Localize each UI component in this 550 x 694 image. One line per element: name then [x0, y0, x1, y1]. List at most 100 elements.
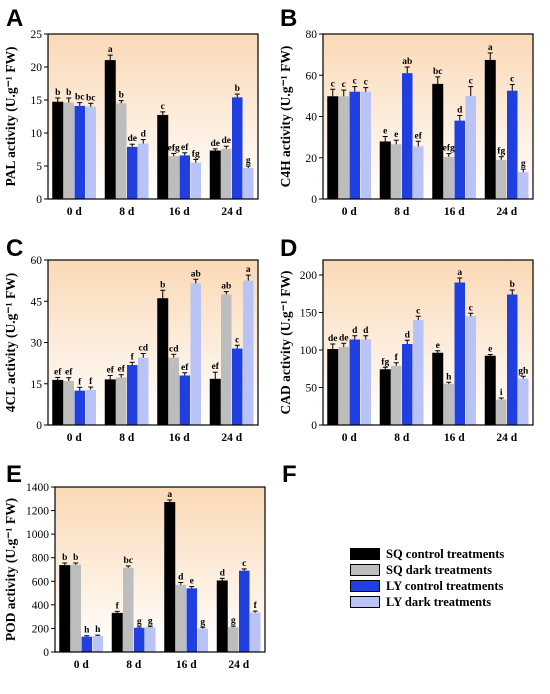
y-axis-label: POD activity (U.g⁻¹ FW)	[3, 498, 18, 641]
plot-frame	[54, 486, 266, 653]
significance-label: ef	[54, 367, 62, 377]
bar	[484, 355, 496, 426]
y-tick-label: 0	[43, 647, 49, 659]
x-tick-label: 8 d	[394, 206, 410, 218]
significance-label: b	[66, 88, 71, 98]
bar	[465, 95, 476, 199]
bar	[127, 365, 138, 425]
bar	[391, 365, 402, 425]
bar	[74, 390, 85, 425]
significance-label: ef	[107, 366, 115, 376]
y-tick-label: 30	[31, 338, 43, 350]
y-tick-label: 20	[31, 62, 43, 74]
bar	[443, 156, 454, 199]
significance-label: d	[141, 130, 147, 140]
significance-label: gh	[518, 366, 529, 376]
bar	[197, 628, 208, 652]
bar	[104, 60, 116, 200]
bar	[164, 502, 176, 653]
significance-label: h	[84, 626, 90, 636]
x-tick-label: 16 d	[169, 432, 190, 444]
legend-item-sq-dark: SQ dark treatments	[350, 562, 540, 578]
significance-label: cd	[139, 344, 149, 354]
significance-label: fg	[381, 357, 389, 367]
bar	[179, 155, 190, 199]
significance-label: e	[383, 127, 387, 137]
bar	[232, 97, 243, 199]
significance-label: fg	[497, 147, 505, 157]
significance-label: ab	[402, 57, 412, 67]
plot-frame	[47, 33, 259, 200]
significance-label: h	[446, 372, 452, 382]
bar	[175, 584, 186, 652]
significance-label: d	[352, 326, 358, 336]
significance-label: a	[246, 265, 251, 275]
legend-label: LY control treatments	[386, 578, 504, 593]
significance-label: e	[488, 345, 492, 355]
bar	[186, 588, 197, 652]
legend-swatch-sq-dark	[350, 564, 380, 576]
x-tick-label: 0 d	[342, 206, 358, 218]
significance-label: f	[78, 377, 82, 387]
significance-label: b	[73, 553, 78, 563]
y-tick-label: 60	[306, 70, 318, 82]
significance-label: fg	[192, 149, 200, 159]
bar	[443, 383, 454, 425]
bar	[507, 90, 518, 199]
legend-label: LY dark treatments	[386, 594, 492, 609]
significance-label: ef	[415, 131, 423, 141]
x-tick-label: 8 d	[119, 432, 135, 444]
y-tick-label: 80	[306, 29, 318, 41]
significance-label: e	[394, 130, 398, 140]
significance-label: bc	[124, 556, 134, 566]
y-tick-label: 200	[300, 270, 318, 282]
x-tick-label: 16 d	[176, 659, 197, 671]
bar	[52, 379, 64, 426]
bar	[507, 294, 518, 425]
significance-label: c	[364, 78, 368, 88]
y-tick-label: 5	[36, 161, 42, 173]
bar	[92, 636, 103, 652]
bar	[518, 378, 529, 425]
bar	[63, 381, 74, 425]
bar	[338, 347, 349, 425]
y-tick-label: 40	[306, 112, 318, 124]
bar	[391, 144, 402, 199]
legend-item-sq-control: SQ control treatments	[350, 546, 540, 562]
bar	[239, 570, 250, 652]
bar	[116, 103, 127, 199]
chart-panel-e: E 0 200 400 600 800 1000 1200 1400 POD activity (…	[3, 461, 266, 671]
x-tick-label: 8 d	[119, 206, 135, 218]
y-axis-label: C4H activity (U.g⁻¹ FW)	[278, 46, 293, 188]
x-tick-label: 24 d	[496, 206, 517, 218]
bar	[157, 298, 169, 426]
y-tick-label: 15	[31, 379, 43, 391]
x-tick-label: 0 d	[342, 432, 358, 444]
plot-frame	[322, 33, 534, 200]
y-tick-label: 400	[32, 600, 50, 612]
y-tick-label: 0	[311, 194, 317, 206]
bar	[63, 102, 74, 199]
significance-label: cd	[169, 344, 179, 354]
bar	[243, 167, 254, 199]
legend-item-ly-control: LY control treatments	[350, 578, 540, 594]
panel-label: E	[6, 461, 22, 488]
bar	[349, 91, 360, 199]
bar	[221, 148, 232, 199]
bar	[243, 280, 254, 425]
bar	[413, 320, 424, 425]
panel-label: B	[280, 5, 297, 32]
significance-label: a	[488, 43, 493, 53]
significance-label: ef	[181, 363, 189, 373]
bar	[74, 105, 85, 199]
bar	[413, 146, 424, 199]
significance-label: bc	[86, 93, 96, 103]
y-tick-label: 0	[36, 420, 42, 432]
significance-label: b	[62, 553, 67, 563]
x-tick-label: 0 d	[67, 206, 83, 218]
bar	[116, 377, 127, 425]
legend-item-ly-dark: LY dark treatments	[350, 594, 540, 610]
bar	[454, 120, 465, 199]
bar	[379, 369, 391, 426]
